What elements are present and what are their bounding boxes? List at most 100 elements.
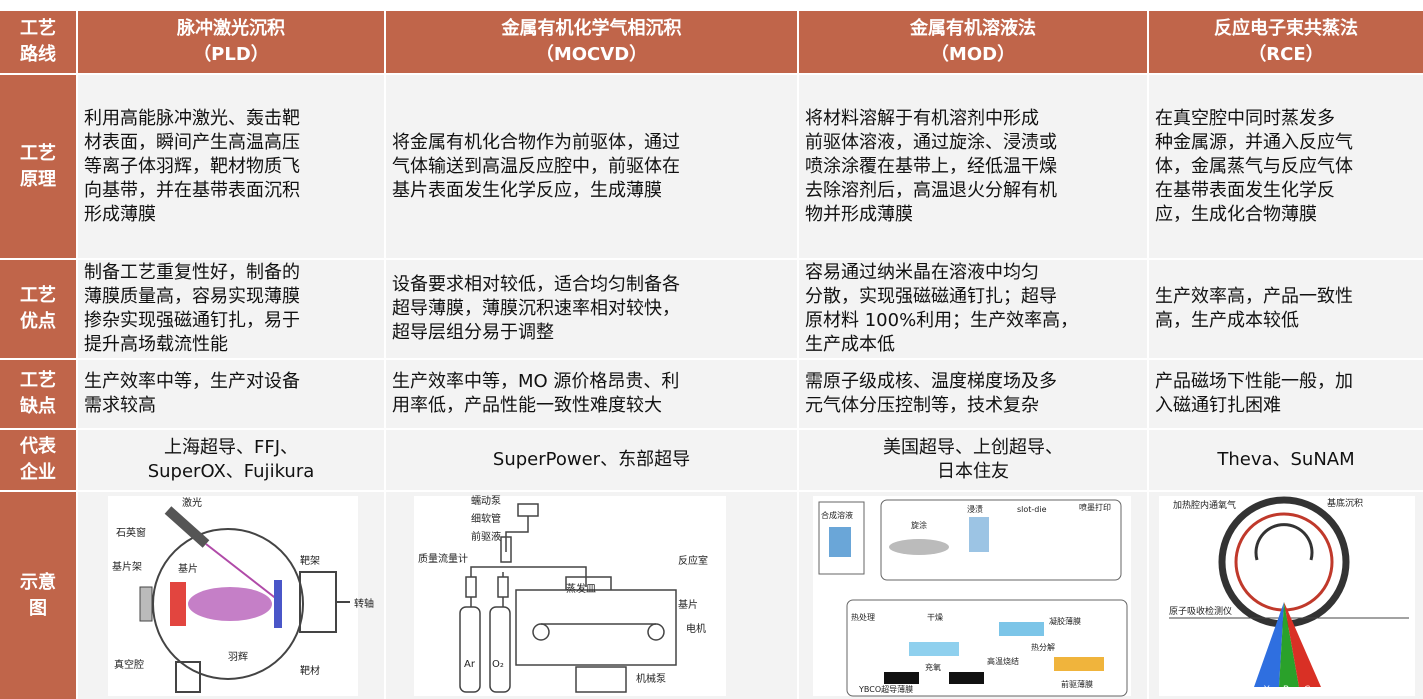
rce-diagram: 加热腔内通氧气 基底沉积 原子吸收检测仪 Y Ba Cu	[1159, 496, 1415, 696]
diagram-label: 旋涂	[911, 520, 927, 530]
cell-text: 将金属有机化合物作为前驱体，通过	[392, 131, 680, 153]
diagram-label: 浸渍	[967, 504, 983, 514]
cell-text: 等离子体羽辉，靶材物质飞	[84, 155, 300, 177]
diagram-label: 蠕动泵	[471, 495, 501, 507]
table-cell: 制备工艺重复性好，制备的 薄膜质量高，容易实现薄膜 掺杂实现强磁通钉扎，易于 提升高场…	[78, 260, 384, 358]
diagram-label: 基片	[678, 598, 698, 611]
cell-text: 设备要求相对较低，适合均匀制备各	[392, 274, 680, 295]
diagram-label: 凝胶薄膜	[1049, 616, 1081, 626]
cell-text: 制备工艺重复性好，制备的	[84, 262, 300, 283]
cell-text: 生产效率中等，MO 源价格昂贵、利	[392, 371, 680, 392]
cell-text: Theva、SuNAM	[1217, 449, 1355, 470]
cell-text: 应，生成化合物薄膜	[1155, 203, 1317, 225]
cell-text: 去除溶剂后，高温退火分解有机	[805, 179, 1057, 201]
cell-text: 美国超导、上创超导、	[883, 437, 1063, 458]
table-cell: 生产效率中等，MO 源价格昂贵、利 用率低，产品性能一致性难度较大	[386, 360, 797, 428]
cell-text: 生产效率中等，生产对设备	[84, 371, 300, 392]
column-header: 金属有机化学气相沉积 （MOCVD）	[386, 11, 797, 73]
row-label-text: 优点	[20, 311, 56, 332]
diagram-label: 石英窗	[116, 526, 146, 539]
diagram-label: Cu	[1304, 685, 1316, 695]
diagram-label: 喷墨打印	[1079, 502, 1111, 512]
column-header: 金属有机溶液法 （MOD）	[799, 11, 1147, 73]
cell-text: 超导层组分易于调整	[392, 322, 554, 343]
diagram-label: 高温烧结	[987, 656, 1019, 666]
diagram-label: O₂	[492, 659, 504, 670]
table-cell: 生产效率中等，生产对设备 需求较高	[78, 360, 384, 428]
table-cell: 产品磁场下性能一般，加 入磁通钉扎困难	[1149, 360, 1423, 428]
table-cell: 设备要求相对较低，适合均匀制备各 超导薄膜，薄膜沉积速率相对较快， 超导层组分易于调…	[386, 260, 797, 358]
cell-text: 入磁通钉扎困难	[1155, 395, 1281, 416]
column-name: 金属有机化学气相沉积	[501, 18, 682, 39]
cell-text: 分散，实现强磁磁通钉扎；超导	[805, 286, 1057, 307]
diagram-label: 靶材	[300, 664, 320, 677]
mod-diagram: 合成溶液 旋涂 浸渍 slot-die 喷墨打印 热处理 干燥 凝胶薄膜 热分解…	[813, 496, 1131, 697]
diagram-label: Ar	[464, 659, 476, 670]
cell-text: 生产成本低	[805, 334, 895, 355]
cell-text: 向基带，并在基带表面沉积	[84, 179, 300, 201]
header-corner: 工艺 路线	[0, 11, 76, 73]
diagram-label: Ba	[1283, 685, 1295, 695]
row-label-text: 缺点	[20, 396, 56, 417]
table-cell: Theva、SuNAM	[1149, 430, 1423, 490]
diagram-label: 原子吸收检测仪	[1169, 605, 1232, 617]
cell-text: 形成薄膜	[84, 203, 156, 225]
table-cell: 美国超导、上创超导、 日本住友	[799, 430, 1147, 490]
cell-text: 提升高场载流性能	[84, 334, 228, 355]
row-label-text: 工艺	[20, 370, 56, 391]
table-cell: 需原子级成核、温度梯度场及多 元气体分压控制等，技术复杂	[799, 360, 1147, 428]
row-label: 工艺 优点	[0, 260, 76, 358]
header-text: 工艺	[20, 18, 56, 39]
diagram-label: 合成溶液	[821, 510, 853, 520]
row-label: 工艺 缺点	[0, 360, 76, 428]
cell-text: 薄膜质量高，容易实现薄膜	[84, 286, 300, 307]
cell-text: 需求较高	[84, 395, 156, 416]
column-name: 反应电子束共蒸法	[1214, 18, 1358, 39]
cell-text: 生产效率高，产品一致性	[1155, 286, 1353, 307]
column-abbr: （MOCVD）	[535, 44, 648, 65]
diagram-label: slot-die	[1017, 505, 1047, 514]
diagram-label: 真空腔	[114, 658, 144, 671]
row-label: 工艺 原理	[0, 75, 76, 258]
row-label-text: 图	[29, 597, 47, 619]
diagram-label: 加热腔内通氧气	[1173, 499, 1236, 511]
mocvd-diagram: 蠕动泵 细软管 前驱液 质量流量计 蒸发皿 反应室 基片 电机 机械泵 Ar O…	[414, 495, 726, 696]
diagram-label: 细软管	[471, 512, 501, 525]
diagram-label: 热处理	[851, 612, 875, 622]
cell-text: SuperPower、东部超导	[492, 449, 691, 470]
cell-text: 种金属源，并通入反应气	[1155, 131, 1353, 153]
diagram-label: 激光	[182, 496, 202, 509]
cell-text: 上海超导、FFJ、	[163, 437, 298, 458]
cell-text: 将材料溶解于有机溶剂中形成	[805, 107, 1039, 129]
cell-text: 日本住友	[937, 461, 1009, 482]
diagram-label: 机械泵	[636, 672, 666, 685]
cell-text: 容易通过纳米晶在溶液中均匀	[805, 262, 1039, 283]
cell-text: 超导薄膜，薄膜沉积速率相对较快，	[392, 298, 680, 319]
table-cell: 生产效率高，产品一致性 高，生产成本较低	[1149, 260, 1423, 358]
cell-text: 利用高能脉冲激光、轰击靶	[84, 107, 300, 129]
diagram-label: 热分解	[1031, 642, 1055, 652]
diagram-label: 前驱液	[471, 530, 501, 543]
cell-text: 物并形成薄膜	[805, 203, 913, 225]
cell-text: 体，金属蒸气与反应气体	[1155, 155, 1353, 177]
cell-text: 元气体分压控制等，技术复杂	[805, 395, 1039, 416]
column-name: 脉冲激光沉积	[177, 18, 285, 39]
row-label-text: 原理	[20, 168, 56, 190]
cell-text: SuperOX、Fujikura	[147, 461, 315, 482]
cell-text: 气体输送到高温反应腔中，前驱体在	[392, 155, 680, 177]
cell-text: 高，生产成本较低	[1155, 310, 1299, 331]
cell-text: 需原子级成核、温度梯度场及多	[805, 371, 1057, 392]
diagram-label: 基片	[178, 562, 198, 575]
diagram-label: YBCO超导薄膜	[858, 684, 913, 694]
cell-text: 用率低，产品性能一致性难度较大	[392, 395, 662, 416]
table-cell: 在真空腔中同时蒸发多 种金属源，并通入反应气 体，金属蒸气与反应气体 在基带表面发生化…	[1149, 75, 1423, 258]
diagram-label: 基片架	[112, 560, 142, 573]
diagram-label: 干燥	[927, 613, 943, 622]
cell-text: 前驱体溶液，通过旋涂、浸渍或	[805, 131, 1057, 153]
column-header: 反应电子束共蒸法 （RCE）	[1149, 11, 1423, 73]
row-label-text: 工艺	[20, 285, 56, 306]
table-cell: 利用高能脉冲激光、轰击靶 材表面，瞬间产生高温高压 等离子体羽辉，靶材物质飞 向基带，…	[78, 75, 384, 258]
row-label: 代表 企业	[0, 430, 76, 490]
diagram-label: 羽辉	[228, 651, 248, 663]
